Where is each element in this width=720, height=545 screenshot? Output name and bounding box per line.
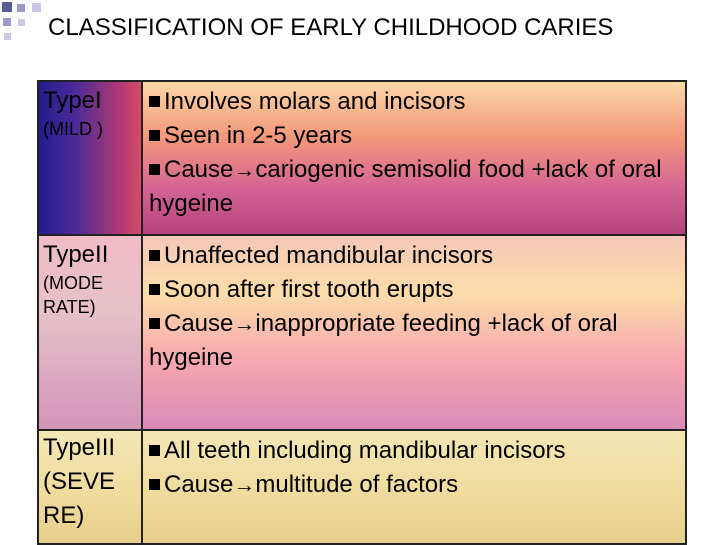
list-item: Soon after first tooth erupts	[149, 273, 681, 307]
square-bullet-icon	[149, 318, 160, 329]
type-label-cell: TypeIII (SEVE RE)	[37, 429, 143, 545]
list-item: Cause→cariogenic semisolid food +lack of…	[149, 153, 681, 221]
point-text: Soon after first tooth erupts	[164, 276, 454, 303]
severity-label: (MILD )	[43, 119, 103, 139]
point-text: Seen in 2-5 years	[164, 122, 353, 149]
point-text: cariogenic semisolid food +lack of oral …	[149, 156, 662, 217]
point-lead: Cause	[164, 471, 234, 498]
square-bullet-icon	[149, 479, 160, 490]
type-name: TypeIII	[43, 434, 116, 461]
point-text: All teeth including mandibular incisors	[164, 437, 566, 464]
description-cell: Unaffected mandibular incisors Soon afte…	[141, 234, 687, 431]
point-list: All teeth including mandibular incisors …	[143, 431, 685, 502]
right-arrow-icon: →	[233, 472, 256, 497]
point-text: Unaffected mandibular incisors	[164, 242, 494, 269]
point-text: multitude of factors	[255, 471, 459, 498]
point-lead: Cause	[164, 310, 234, 337]
list-item: Cause→multitude of factors	[149, 468, 681, 502]
type-label-cell: TypeII (MODE RATE)	[37, 234, 143, 431]
type-name: TypeII	[43, 241, 109, 268]
list-item: All teeth including mandibular incisors	[149, 434, 681, 468]
classification-table: TypeI (MILD ) Involves molars and inciso…	[37, 80, 687, 545]
table-row: TypeIII (SEVE RE) All teeth including ma…	[37, 429, 687, 545]
square-bullet-icon	[149, 130, 160, 141]
right-arrow-icon: →	[233, 311, 256, 336]
list-item: Unaffected mandibular incisors	[149, 239, 681, 273]
point-text: inappropriate feeding +lack of oral hyge…	[149, 310, 618, 371]
square-bullet-icon	[149, 445, 160, 456]
list-item: Cause→inappropriate feeding +lack of ora…	[149, 307, 681, 375]
right-arrow-icon: →	[233, 157, 256, 182]
slide-title: CLASSIFICATION OF EARLY CHILDHOOD CARIES	[48, 14, 614, 41]
severity-label: (MODE RATE)	[43, 273, 103, 317]
point-list: Unaffected mandibular incisors Soon afte…	[143, 236, 685, 375]
square-bullet-icon	[149, 164, 160, 175]
table-row: TypeII (MODE RATE) Unaffected mandibular…	[37, 234, 687, 431]
table-row: TypeI (MILD ) Involves molars and inciso…	[37, 80, 687, 236]
square-bullet-icon	[149, 284, 160, 295]
square-bullet-icon	[149, 250, 160, 261]
point-lead: Cause	[164, 156, 234, 183]
point-text: Involves molars and incisors	[164, 88, 466, 115]
type-name: TypeI	[43, 87, 102, 114]
decorative-corner-squares	[0, 0, 60, 60]
description-cell: All teeth including mandibular incisors …	[141, 429, 687, 545]
description-cell: Involves molars and incisors Seen in 2-5…	[141, 80, 687, 236]
type-label-cell: TypeI (MILD )	[37, 80, 143, 236]
list-item: Seen in 2-5 years	[149, 119, 681, 153]
point-list: Involves molars and incisors Seen in 2-5…	[143, 82, 685, 221]
square-bullet-icon	[149, 96, 160, 107]
list-item: Involves molars and incisors	[149, 85, 681, 119]
severity-label: (SEVE RE)	[43, 468, 116, 529]
